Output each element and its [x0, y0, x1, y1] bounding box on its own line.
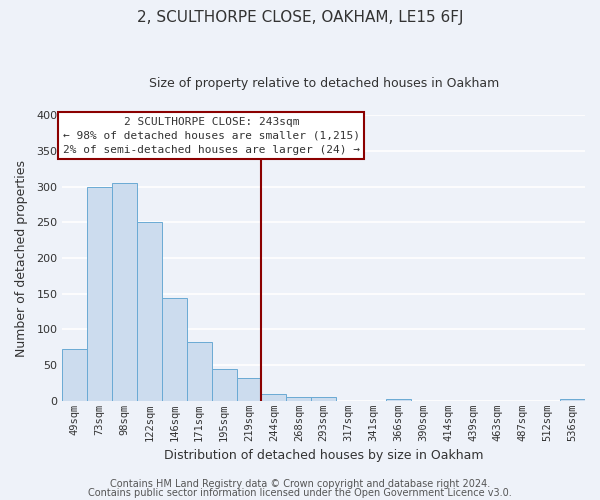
Bar [162, 298, 187, 401]
Bar [62, 349, 87, 401]
Bar [212, 370, 236, 401]
X-axis label: Distribution of detached houses by size in Oakham: Distribution of detached houses by size … [164, 450, 484, 462]
Text: Contains public sector information licensed under the Open Government Licence v3: Contains public sector information licen… [88, 488, 512, 498]
Bar [286, 396, 311, 401]
Bar [386, 398, 411, 401]
Text: Contains HM Land Registry data © Crown copyright and database right 2024.: Contains HM Land Registry data © Crown c… [110, 479, 490, 489]
Bar [112, 183, 137, 401]
Bar [137, 222, 162, 401]
Bar [311, 398, 336, 401]
Bar [262, 394, 286, 401]
Text: 2, SCULTHORPE CLOSE, OAKHAM, LE15 6FJ: 2, SCULTHORPE CLOSE, OAKHAM, LE15 6FJ [137, 10, 463, 25]
Bar [236, 378, 262, 401]
Y-axis label: Number of detached properties: Number of detached properties [15, 160, 28, 356]
Text: 2 SCULTHORPE CLOSE: 243sqm
← 98% of detached houses are smaller (1,215)
2% of se: 2 SCULTHORPE CLOSE: 243sqm ← 98% of deta… [63, 116, 360, 154]
Bar [87, 188, 112, 401]
Bar [560, 398, 585, 401]
Bar [187, 342, 212, 401]
Title: Size of property relative to detached houses in Oakham: Size of property relative to detached ho… [149, 78, 499, 90]
